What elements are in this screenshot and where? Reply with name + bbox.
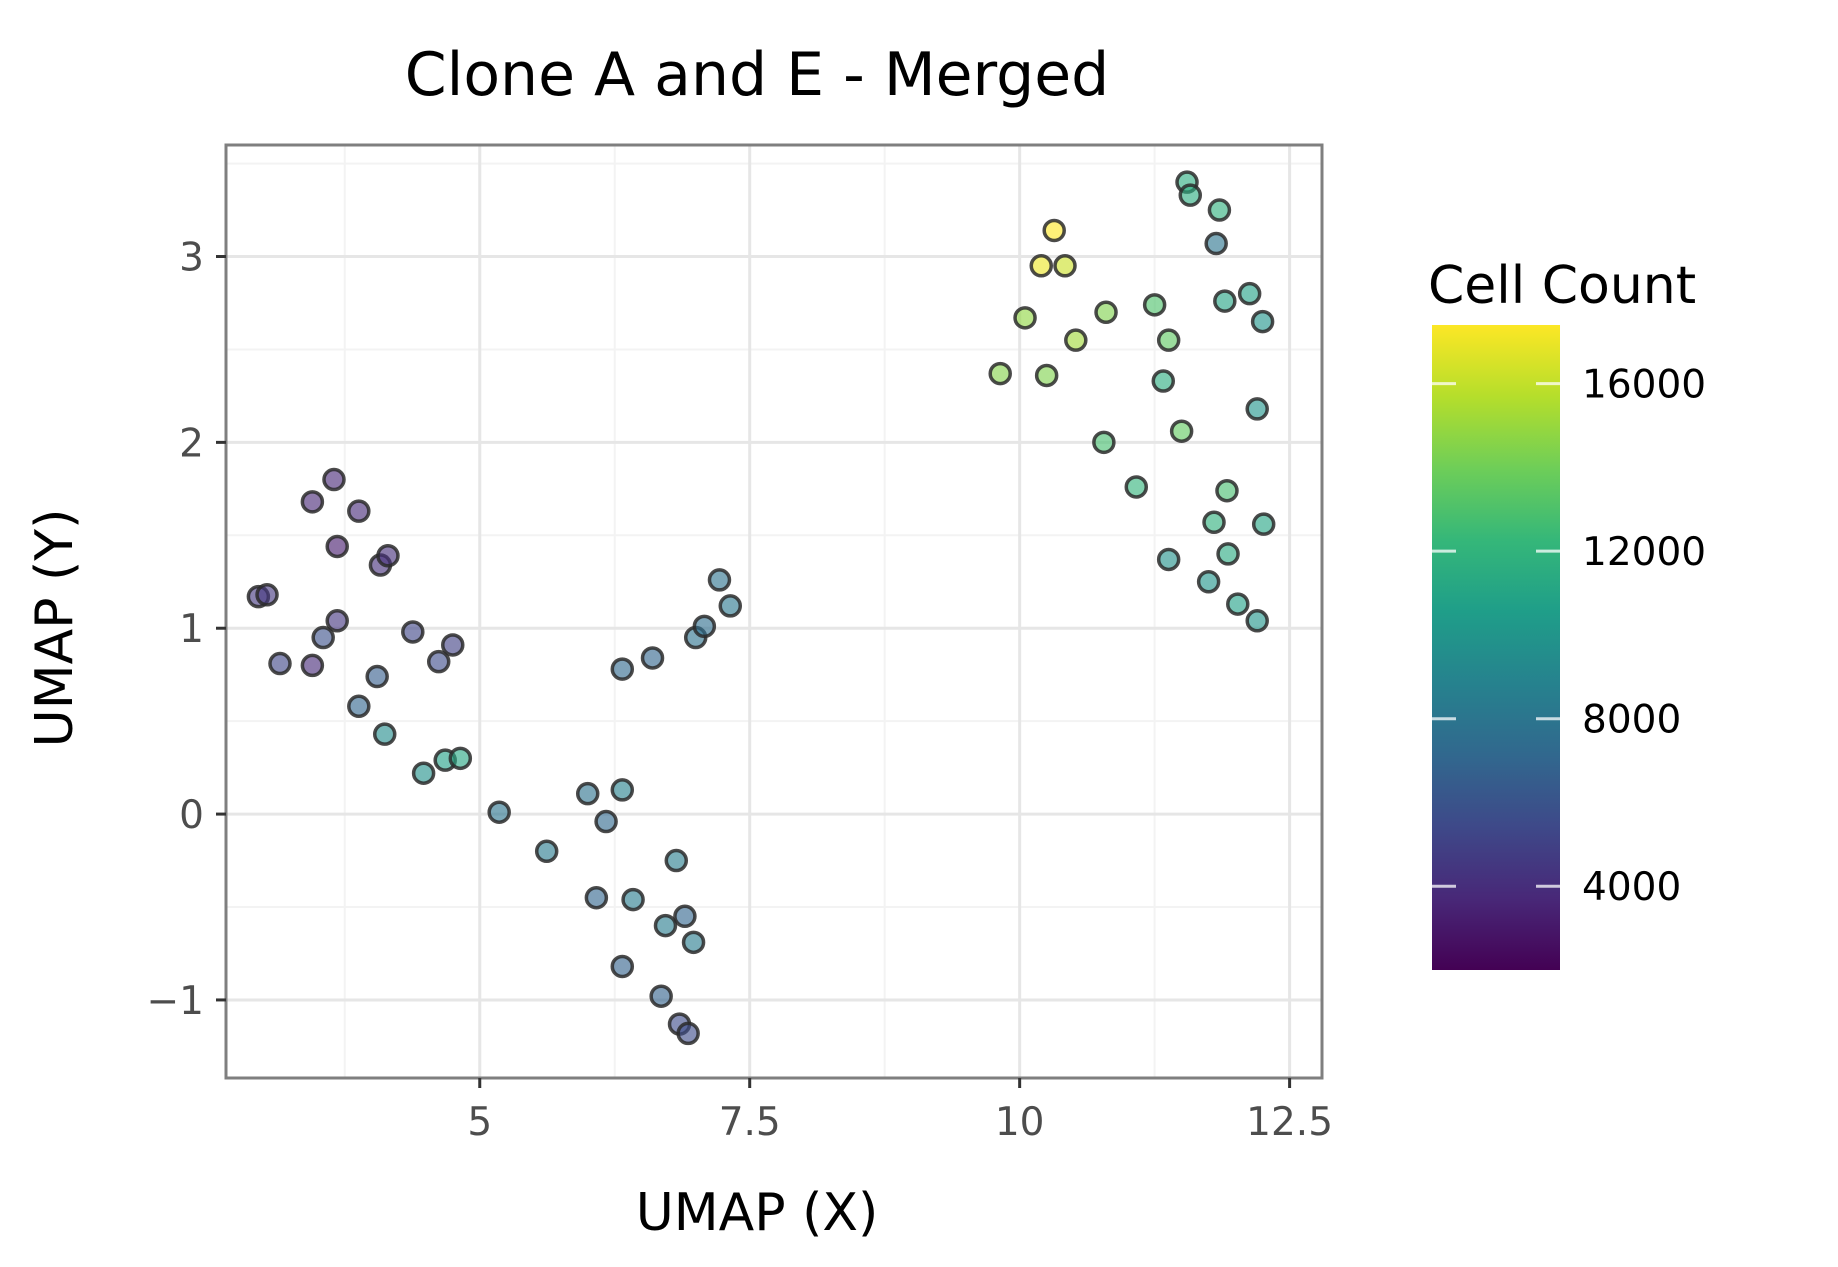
data-point — [347, 694, 371, 719]
data-point — [1094, 300, 1118, 325]
data-point — [311, 625, 335, 650]
colorbar-legend: Cell Count 4000 8000 12000 16000 — [1428, 256, 1706, 970]
data-point — [325, 534, 349, 559]
data-point — [653, 913, 678, 938]
data-point — [1215, 478, 1239, 503]
data-point — [1064, 328, 1088, 352]
data-point — [1156, 547, 1181, 572]
y-tick-label: 1 — [179, 607, 204, 652]
y-axis-title: UMAP (Y) — [25, 509, 85, 748]
data-point — [681, 930, 706, 955]
data-point — [692, 614, 717, 639]
data-point — [1196, 570, 1221, 594]
legend-title: Cell Count — [1428, 256, 1696, 316]
data-point — [376, 543, 400, 568]
data-point — [676, 1021, 700, 1046]
data-point — [1202, 510, 1226, 535]
data-point — [300, 653, 325, 678]
data-point — [664, 848, 689, 873]
data-point — [649, 984, 673, 1008]
data-point — [1042, 218, 1066, 243]
data-point — [673, 904, 697, 929]
data-point — [988, 361, 1012, 386]
data-point — [1207, 198, 1232, 222]
data-point — [1251, 512, 1276, 536]
x-tick-label: 7.5 — [719, 1100, 781, 1145]
data-point — [411, 761, 436, 785]
data-point — [1245, 609, 1269, 633]
data-point — [534, 839, 559, 864]
data-point — [365, 664, 389, 689]
colorbar-tick-label: 16000 — [1582, 363, 1706, 408]
data-point — [1178, 183, 1203, 207]
data-point — [325, 609, 349, 633]
data-point — [640, 646, 665, 670]
x-axis-title: UMAP (X) — [636, 1183, 879, 1243]
panel-border — [224, 143, 1324, 1080]
data-point — [426, 649, 451, 674]
data-point — [707, 568, 732, 592]
data-point — [401, 620, 425, 644]
data-point — [1237, 281, 1262, 306]
data-point — [1169, 419, 1194, 443]
colorbar-tick-label: 12000 — [1582, 530, 1706, 575]
data-point — [322, 467, 346, 492]
data-point — [610, 778, 635, 802]
data-point — [1204, 231, 1228, 256]
x-tick-label: 12.5 — [1246, 1100, 1333, 1145]
y-tick-label: 2 — [179, 421, 204, 466]
data-point — [1226, 592, 1250, 616]
data-point — [372, 722, 397, 746]
data-point — [610, 657, 635, 681]
data-point — [1151, 369, 1176, 393]
data-point — [1124, 475, 1149, 499]
data-point — [1216, 542, 1240, 566]
chart-title: Clone A and E - Merged — [405, 40, 1109, 110]
x-tick-label: 5 — [467, 1100, 492, 1145]
colorbar — [1432, 325, 1560, 970]
y-tick-label: 3 — [179, 236, 204, 281]
data-point — [584, 885, 609, 910]
y-tick-label: 0 — [179, 793, 204, 838]
data-point — [1245, 397, 1269, 421]
data-point — [1250, 309, 1275, 334]
data-point — [621, 887, 645, 912]
data-point — [1053, 254, 1077, 278]
data-point — [1029, 254, 1054, 278]
data-point — [300, 490, 325, 514]
data-point — [610, 954, 635, 979]
data-point — [575, 781, 600, 806]
x-tick-label: 10 — [995, 1100, 1045, 1145]
data-point — [1013, 306, 1037, 330]
data-point — [255, 583, 279, 607]
data-point — [718, 594, 743, 618]
data-point — [1156, 328, 1181, 352]
data-point — [594, 809, 618, 834]
data-point — [1092, 430, 1116, 455]
colorbar-tick-label: 4000 — [1582, 865, 1681, 910]
colorbar-tick-label: 8000 — [1582, 698, 1681, 743]
data-point — [448, 746, 473, 771]
plot-area: 5 7.5 10 12.5 −1 0 1 2 3 — [147, 143, 1333, 1145]
data-point — [1142, 293, 1167, 317]
data-point — [487, 800, 511, 824]
y-tick-label: −1 — [147, 979, 205, 1024]
data-point — [347, 499, 371, 523]
data-point — [1213, 289, 1237, 313]
data-point — [441, 633, 465, 657]
data-point — [268, 651, 292, 676]
data-point — [1034, 363, 1059, 388]
